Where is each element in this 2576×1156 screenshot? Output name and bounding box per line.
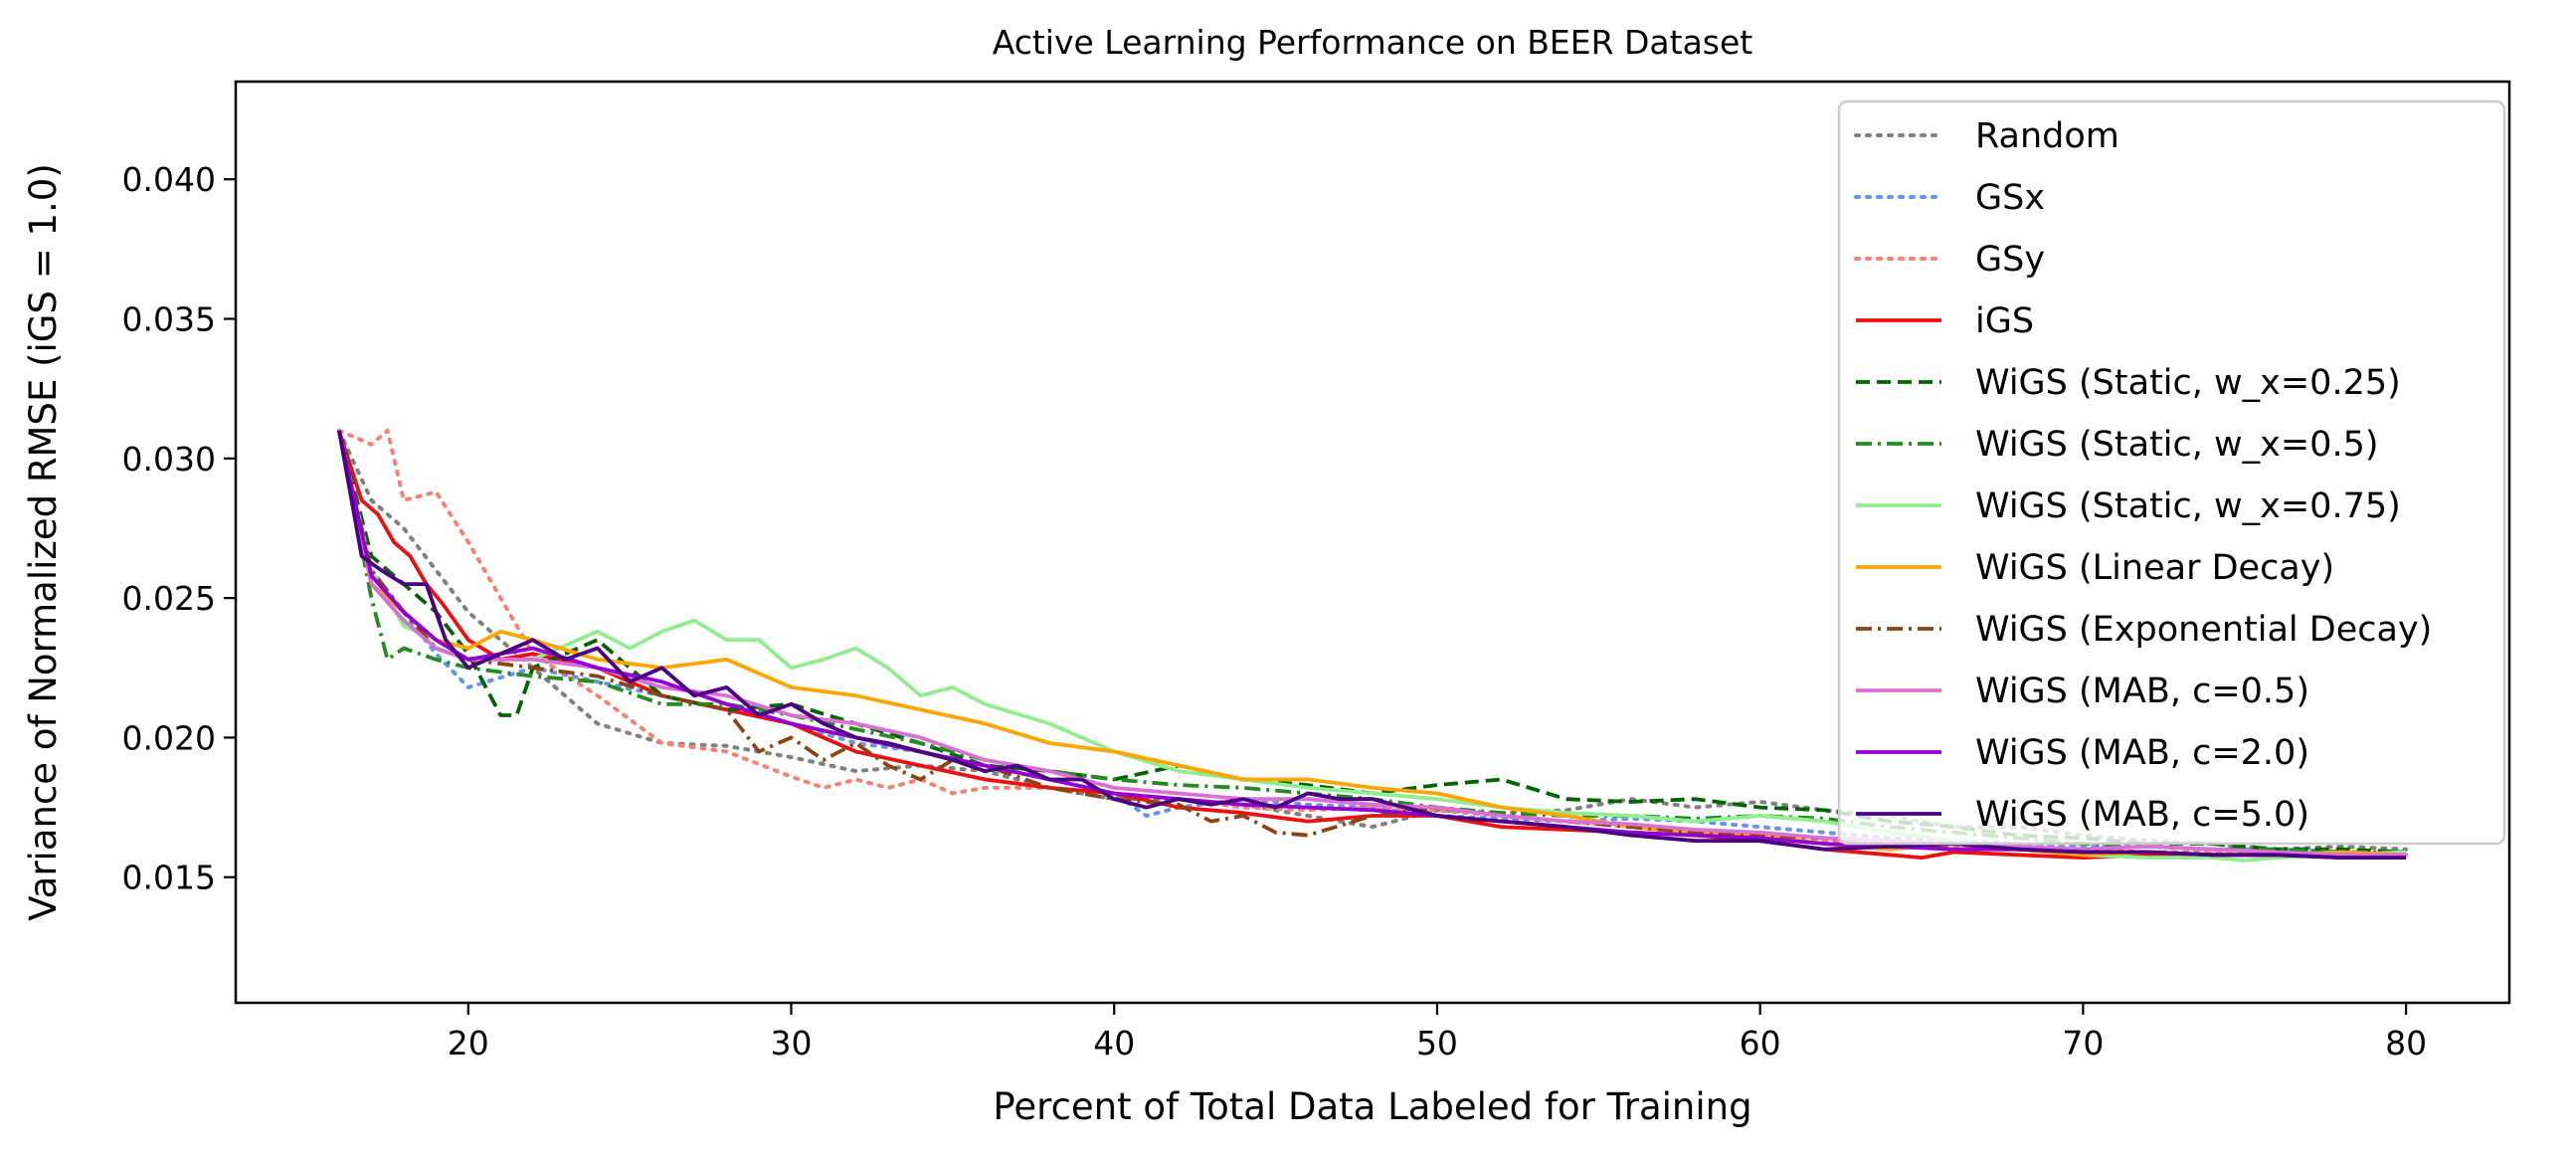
x-axis-label: Percent of Total Data Labeled for Traini…	[993, 1085, 1751, 1128]
legend: Random GSx GSy iGS WiGS (Static, w_x=0.25) Wi…	[1837, 99, 2506, 846]
legend-item: GSy	[1854, 240, 2045, 280]
legend-label: WiGS (Linear Decay)	[1975, 548, 2334, 588]
legend-item: WiGS (Static, w_x=0.75)	[1856, 486, 2401, 526]
legend-label: iGS	[1975, 301, 2034, 341]
legend-item: WiGS (MAB, c=0.5)	[1856, 672, 2309, 711]
x-tick-label: 30	[771, 1024, 813, 1062]
legend-label: GSx	[1975, 178, 2045, 218]
series-layer	[336, 428, 2409, 863]
y-axis: 0.015 0.020 0.025 0.030 0.035 0.040	[122, 160, 236, 897]
y-tick-label: 0.015	[122, 859, 216, 897]
legend-item: WiGS (MAB, c=5.0)	[1856, 795, 2309, 835]
legend-label: WiGS (Static, w_x=0.25)	[1975, 363, 2401, 403]
y-tick-label: 0.035	[122, 300, 216, 339]
plot-frame	[234, 80, 2511, 1005]
x-tick-label: 20	[448, 1024, 489, 1062]
y-tick-label: 0.020	[122, 718, 216, 757]
legend-label: WiGS (Exponential Decay)	[1975, 610, 2432, 650]
chart-title: Active Learning Performance on BEER Data…	[993, 23, 1753, 62]
legend-item: WiGS (Linear Decay)	[1856, 548, 2334, 588]
legend-item: WiGS (Static, w_x=0.5)	[1856, 425, 2379, 465]
legend-item: WiGS (Static, w_x=0.25)	[1856, 363, 2401, 403]
legend-label: GSy	[1975, 240, 2045, 280]
legend-item: WiGS (Exponential Decay)	[1856, 610, 2432, 650]
legend-item: iGS	[1856, 301, 2034, 341]
x-tick-label: 70	[2062, 1024, 2104, 1062]
series-line-random	[336, 428, 2409, 852]
series-line-wigs-static-w-x-0-5	[337, 430, 2407, 855]
legend-label: WiGS (MAB, c=0.5)	[1975, 672, 2309, 711]
legend-item: WiGS (MAB, c=2.0)	[1856, 733, 2309, 773]
legend-item: GSx	[1854, 178, 2045, 218]
legend-label: Random	[1975, 116, 2119, 156]
x-tick-label: 40	[1093, 1024, 1135, 1062]
legend-label: WiGS (MAB, c=2.0)	[1975, 733, 2309, 773]
series-line-igs	[337, 430, 2407, 860]
y-tick-label: 0.040	[122, 160, 216, 199]
series-line-wigs-mab-c-5-0	[337, 430, 2407, 860]
series-line-wigs-mab-c-0-5	[337, 430, 2407, 858]
x-tick-label: 80	[2385, 1024, 2427, 1062]
x-tick-label: 50	[1416, 1024, 1458, 1062]
legend-label: WiGS (MAB, c=5.0)	[1975, 795, 2309, 835]
legend-label: WiGS (Static, w_x=0.75)	[1975, 486, 2401, 526]
legend-frame	[1837, 99, 2506, 846]
y-tick-label: 0.030	[122, 440, 216, 479]
y-axis-label: Variance of Normalized RMSE (iGS = 1.0)	[22, 163, 65, 921]
y-tick-label: 0.025	[122, 579, 216, 618]
legend-label: WiGS (Static, w_x=0.5)	[1975, 425, 2379, 465]
x-axis: 20 30 40 50 60 70 80	[448, 1003, 2427, 1062]
x-tick-label: 60	[1740, 1024, 1781, 1062]
legend-item: Random	[1854, 116, 2119, 156]
